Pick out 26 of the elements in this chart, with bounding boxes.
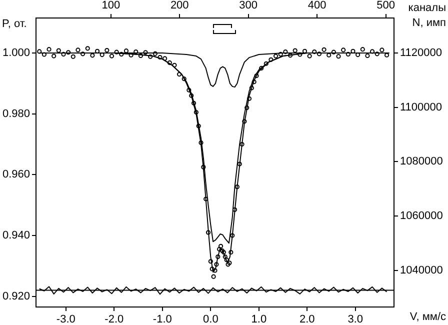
y-axis-title: P, от. [2,18,27,30]
y-tick-label: 0.940 [2,230,30,242]
x-tick-label: 2.0 [300,314,315,325]
x-tick-label: 0.0 [203,314,218,325]
y-tick-label: 1.000 [2,47,30,60]
y-tick-label: 0.980 [2,108,30,120]
y2-tick-label: 1100000 [400,101,442,114]
x-tick-label: 1.0 [251,314,267,325]
x2-axis-title: каналы [408,2,446,14]
x2-tick-label: 300 [239,0,258,12]
x2-tick-label: 500 [376,0,395,12]
x2-tick-label: 200 [170,0,189,12]
y2-tick-label: 1080000 [400,156,443,168]
y2-tick-label: 1120000 [400,47,442,60]
y2-axis-title: N, имп [412,17,446,30]
x-axis-title: V, мм/с [410,311,446,324]
x-tick-label: 3.0 [348,314,364,325]
x-tick-label: -3.0 [56,314,76,325]
x-tick-label: -1.0 [152,314,172,325]
x-tick-label: -2.0 [104,314,124,325]
y2-tick-label: 1040000 [400,264,443,276]
y2-tick-label: 1060000 [400,210,443,222]
y-tick-label: 0.920 [2,290,30,302]
y-tick-label: 0.960 [2,168,30,181]
x2-tick-label: 400 [308,0,326,12]
x2-tick-label: 100 [102,0,120,12]
